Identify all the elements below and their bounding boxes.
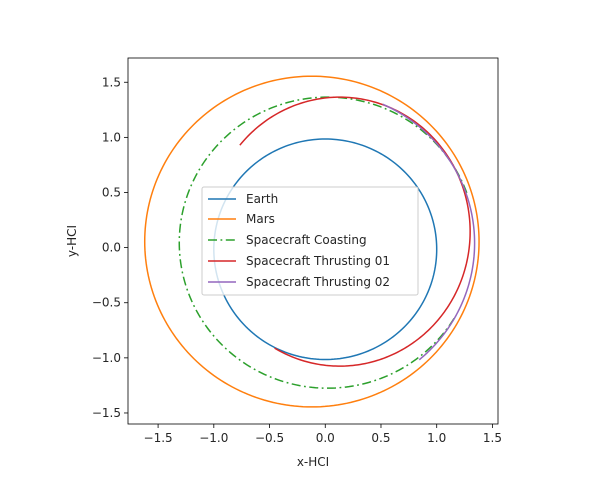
y-axis-label: y-HCI — [65, 225, 79, 257]
y-tick-label: 0.0 — [102, 241, 121, 255]
legend-entry-thrusting-02: Spacecraft Thrusting 02 — [208, 275, 390, 289]
legend-label-mars: Mars — [246, 212, 275, 226]
series-line-spacecraft-coasting — [178, 96, 468, 389]
series-line-spacecraft-thrusting-02 — [382, 103, 476, 361]
legend: Earth Mars Spacecraft Coasting Spacecraf… — [201, 186, 419, 296]
y-tick-label: 0.5 — [102, 185, 121, 199]
series-line-mars — [143, 75, 480, 408]
x-tick-label: 0.0 — [316, 431, 335, 445]
legend-entry-mars: Mars — [208, 212, 275, 226]
y-tick-label: 1.5 — [102, 75, 121, 89]
legend-label-thrusting-01: Spacecraft Thrusting 01 — [246, 254, 390, 268]
x-tick-label: −1.0 — [199, 431, 228, 445]
axes-frame — [127, 57, 499, 425]
y-tick-label: −1.0 — [92, 351, 121, 365]
y-tick-label: −1.5 — [92, 406, 121, 420]
y-tick-label: 1.0 — [102, 130, 121, 144]
x-tick-label: 1.5 — [483, 431, 502, 445]
series-layer — [143, 75, 480, 408]
legend-label-earth: Earth — [246, 192, 278, 206]
legend-entry-earth: Earth — [208, 192, 278, 206]
x-tick-label: −0.5 — [255, 431, 284, 445]
y-tick-label: −0.5 — [92, 296, 121, 310]
legend-entry-coasting: Spacecraft Coasting — [208, 233, 367, 247]
legend-entry-thrusting-01: Spacecraft Thrusting 01 — [208, 254, 390, 268]
x-tick-label: −1.5 — [144, 431, 173, 445]
ticks-layer: −1.5 −1.0 −0.5 0.0 0.5 1.0 1.5 −1.5 −1.0 −0.5 0.0 0… — [92, 75, 502, 445]
legend-label-thrusting-02: Spacecraft Thrusting 02 — [246, 275, 390, 289]
x-axis-label: x-HCI — [297, 455, 329, 469]
legend-box — [201, 186, 419, 296]
x-tick-label: 1.0 — [427, 431, 446, 445]
x-tick-label: 0.5 — [371, 431, 390, 445]
legend-label-coasting: Spacecraft Coasting — [246, 233, 367, 247]
series-line-spacecraft-thrusting-01 — [239, 96, 471, 367]
